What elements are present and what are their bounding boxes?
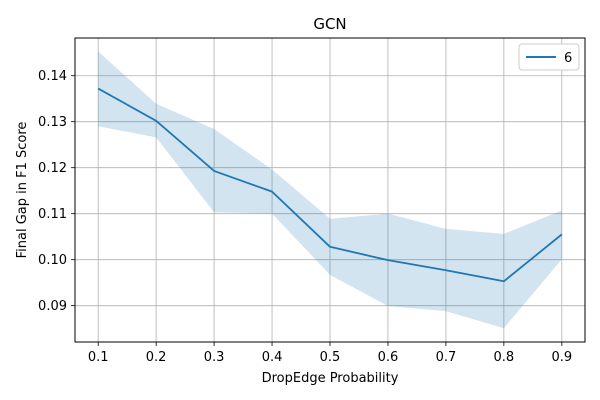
x-tick-label: 0.8 [494, 350, 515, 365]
y-axis-label: Final Gap in F1 Score [15, 122, 30, 259]
x-tick-label: 0.3 [204, 350, 225, 365]
x-axis-ticks: 0.1 0.2 0.3 0.4 0.5 0.6 0.7 0.8 0.9 [88, 342, 572, 365]
y-tick-label: 0.13 [38, 115, 67, 130]
y-tick-label: 0.11 [38, 207, 67, 222]
confidence-band [98, 51, 562, 329]
x-tick-label: 0.1 [88, 350, 109, 365]
x-tick-label: 0.4 [262, 350, 283, 365]
y-tick-label: 0.10 [38, 253, 67, 268]
x-tick-label: 0.2 [146, 350, 167, 365]
y-tick-label: 0.09 [38, 299, 67, 314]
y-tick-label: 0.14 [38, 69, 67, 84]
series-line-layer [97, 87, 563, 283]
y-axis-ticks: 0.09 0.10 0.11 0.12 0.13 0.14 [38, 69, 75, 314]
chart-title: GCN [313, 15, 346, 33]
grid [75, 38, 585, 342]
x-axis-label: DropEdge Probability [262, 371, 399, 386]
confidence-band-layer [98, 51, 562, 329]
x-tick-label: 0.7 [436, 350, 457, 365]
x-tick-label: 0.9 [551, 350, 572, 365]
legend: 6 [518, 43, 580, 71]
y-tick-label: 0.12 [38, 161, 67, 176]
x-tick-label: 0.6 [378, 350, 399, 365]
legend-label: 6 [564, 51, 572, 66]
x-tick-label: 0.5 [320, 350, 341, 365]
